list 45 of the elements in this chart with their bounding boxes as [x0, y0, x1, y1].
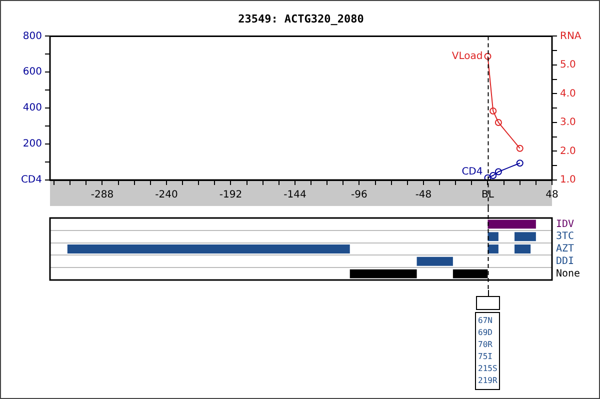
bar	[514, 232, 536, 242]
bar	[488, 232, 498, 242]
x-tick-label: -240	[155, 190, 178, 201]
y-tick-label: IDV	[556, 218, 574, 230]
text: 69D	[478, 327, 494, 339]
chart-title: 23549: ACTG320_2080	[238, 12, 364, 26]
bar	[488, 244, 498, 254]
bar	[350, 269, 417, 278]
y-tick-label: 400	[22, 102, 42, 114]
y2-tick-label: RNA	[560, 30, 582, 42]
y-tick-label: DDI	[556, 256, 574, 267]
y-tick-label: 200	[22, 138, 42, 150]
bar	[67, 244, 350, 254]
y-tick-label: None	[556, 268, 580, 280]
y2-tick-label: 1.0	[560, 174, 576, 186]
x-tick-label: -96	[351, 190, 368, 201]
y2-tick-label: 3.0	[560, 117, 576, 128]
y-tick-label: AZT	[556, 244, 574, 255]
y2-tick-label: 4.0	[560, 88, 576, 100]
series-label: VLoad	[452, 50, 483, 62]
y2-tick-label: 2.0	[560, 146, 576, 157]
y-tick-label: 800	[22, 30, 42, 42]
text: 219R	[478, 375, 498, 387]
text: 75I	[478, 351, 494, 363]
text: 67N	[478, 315, 494, 327]
x-tick-label: BL	[482, 190, 494, 201]
point	[494, 118, 502, 126]
bar	[514, 244, 531, 254]
x-tick-label: -144	[284, 190, 306, 201]
y2-tick-label: 5.0	[560, 60, 576, 71]
bar	[416, 256, 453, 266]
x-tick-label: 48	[546, 190, 558, 201]
y-tick-label: CD4	[20, 174, 42, 186]
series-label: CD4	[462, 166, 483, 178]
bar	[488, 220, 536, 229]
text: 70R	[478, 339, 494, 351]
x-tick-label: -288	[90, 190, 114, 201]
x-tick-label: -48	[415, 190, 432, 201]
y-tick-label: 3TC	[556, 231, 574, 242]
point	[484, 52, 492, 60]
text: 215S	[478, 363, 498, 375]
point	[516, 144, 524, 152]
y-tick-label: 600	[22, 66, 42, 78]
point	[490, 107, 497, 114]
x-tick-label: -192	[219, 190, 242, 201]
